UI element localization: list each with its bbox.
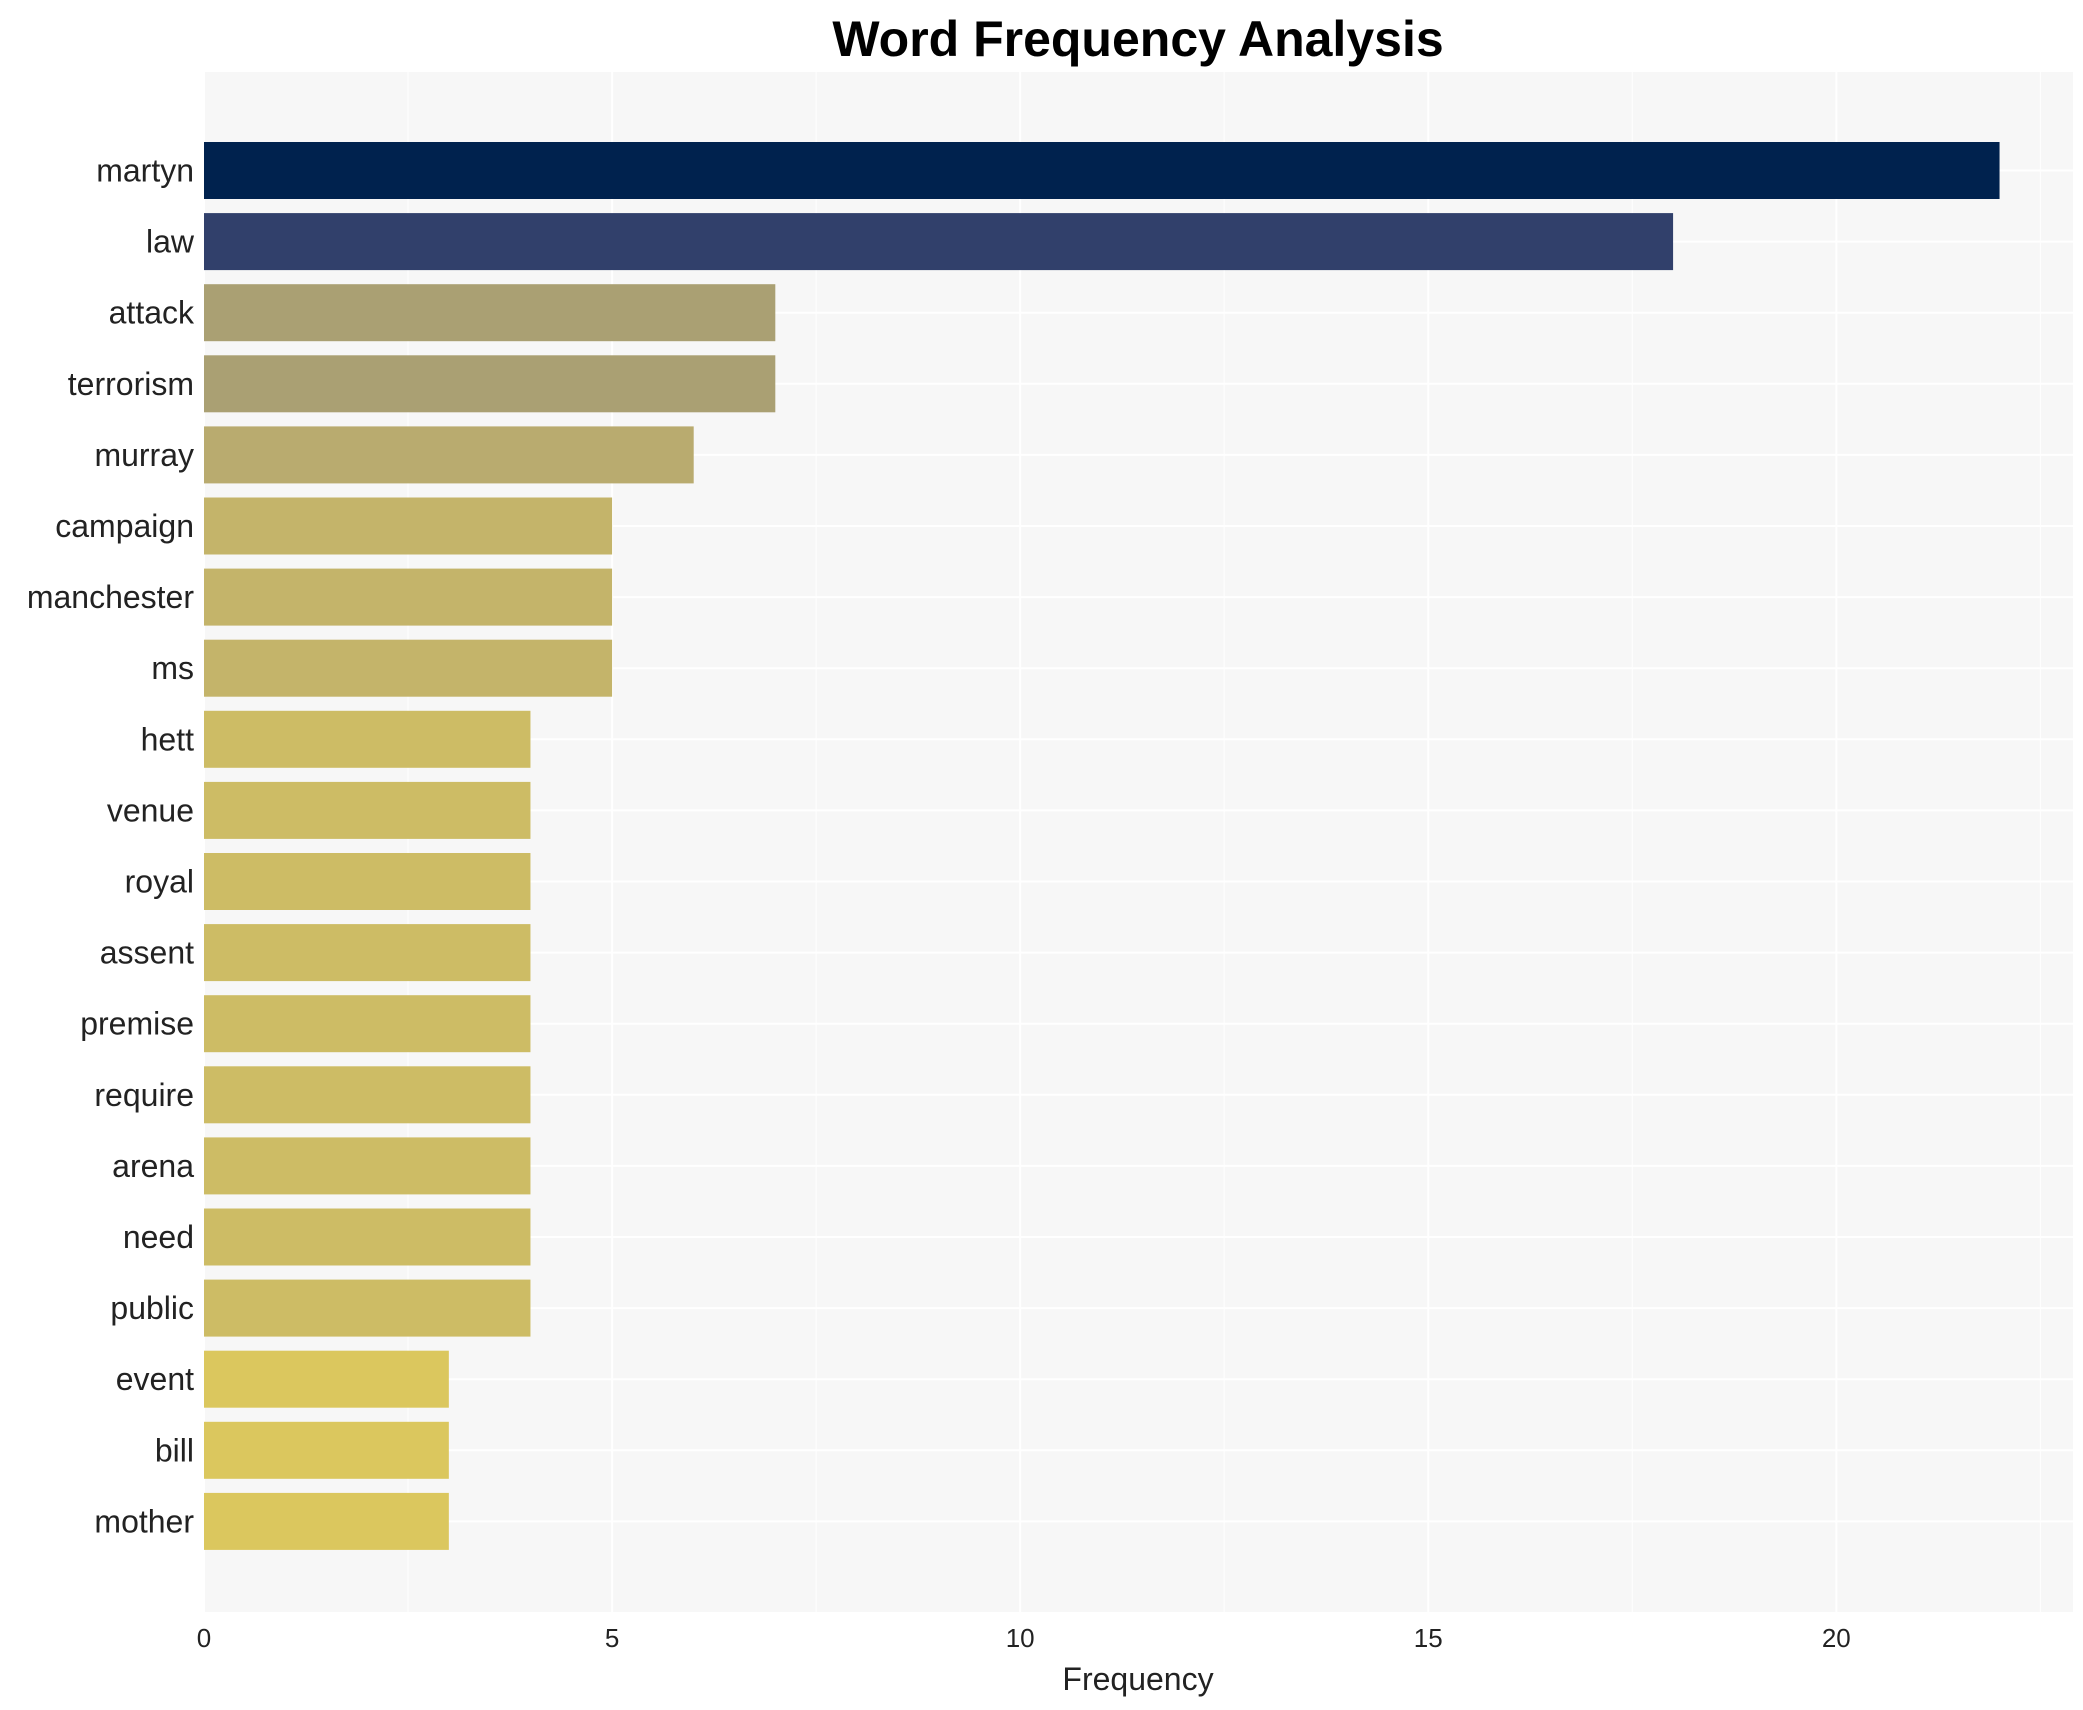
- bar-hett: [204, 710, 531, 768]
- bar-ms: [204, 639, 613, 697]
- bars: [204, 142, 2000, 1550]
- y-tick-label-require: require: [94, 1077, 194, 1113]
- x-tick-label-15: 15: [1414, 1623, 1443, 1653]
- y-tick-label-manchester: manchester: [27, 579, 195, 615]
- bar-venue: [204, 781, 531, 839]
- bar-bill: [204, 1421, 449, 1479]
- x-tick-label-20: 20: [1822, 1623, 1851, 1653]
- x-tick-label-0: 0: [197, 1623, 211, 1653]
- y-tick-label-attack: attack: [109, 295, 195, 331]
- bar-require: [204, 1066, 531, 1124]
- x-tick-labels: 0 5 10 15 20: [197, 1623, 1851, 1653]
- y-tick-label-event: event: [116, 1361, 194, 1397]
- bar-royal: [204, 853, 531, 910]
- y-tick-label-premise: premise: [80, 1006, 194, 1042]
- y-tick-label-murray: murray: [94, 437, 194, 473]
- x-axis-label: Frequency: [1062, 1661, 1213, 1697]
- y-tick-label-terrorism: terrorism: [68, 366, 194, 402]
- bar-terrorism: [204, 355, 776, 413]
- bar-murray: [204, 426, 694, 484]
- y-tick-label-martyn: martyn: [96, 153, 194, 189]
- bar-manchester: [204, 568, 613, 626]
- y-tick-label-hett: hett: [141, 721, 194, 757]
- bar-assent: [204, 924, 531, 982]
- y-tick-label-need: need: [123, 1219, 194, 1255]
- bar-martyn: [204, 142, 2000, 199]
- y-tick-label-assent: assent: [100, 935, 194, 971]
- y-tick-label-arena: arena: [112, 1148, 194, 1184]
- x-tick-label-10: 10: [1006, 1623, 1035, 1653]
- y-tick-label-campaign: campaign: [55, 508, 194, 544]
- bar-law: [204, 213, 1674, 271]
- y-tick-labels: martyn law attack terrorism murray campaign ma…: [27, 153, 195, 1540]
- bar-public: [204, 1279, 531, 1337]
- y-tick-label-law: law: [146, 224, 195, 260]
- bar-attack: [204, 284, 776, 342]
- x-tick-label-5: 5: [605, 1623, 619, 1653]
- y-tick-label-royal: royal: [125, 864, 194, 900]
- bar-campaign: [204, 497, 613, 555]
- bar-premise: [204, 995, 531, 1053]
- chart-title: Word Frequency Analysis: [832, 11, 1443, 67]
- y-tick-label-bill: bill: [155, 1432, 194, 1468]
- bar-need: [204, 1208, 531, 1266]
- bar-mother: [204, 1492, 449, 1550]
- bar-arena: [204, 1137, 531, 1195]
- y-tick-label-public: public: [110, 1290, 194, 1326]
- bar-event: [204, 1350, 449, 1408]
- y-tick-label-mother: mother: [94, 1503, 194, 1539]
- y-tick-label-venue: venue: [107, 792, 194, 828]
- y-tick-label-ms: ms: [151, 650, 194, 686]
